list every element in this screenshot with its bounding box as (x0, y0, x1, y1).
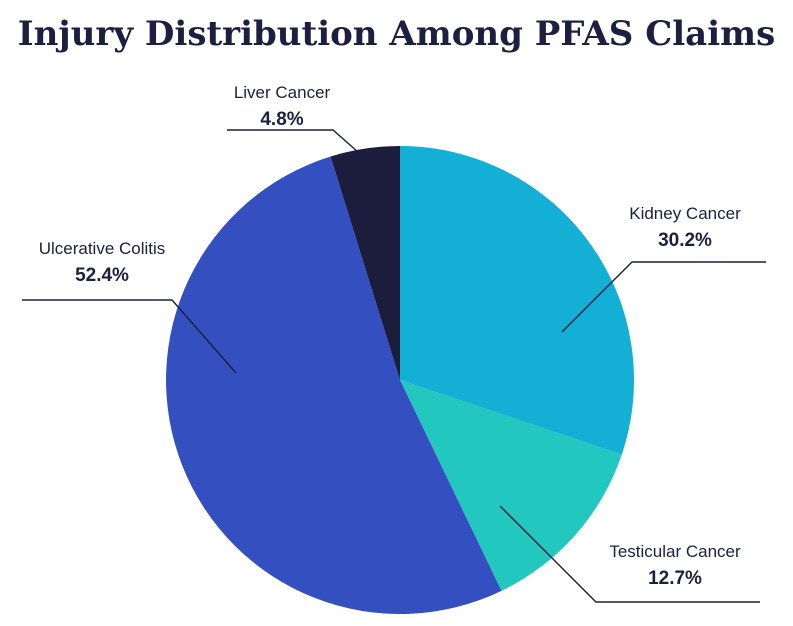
leader-line-ulcerative-colitis (22, 299, 237, 374)
slice-label-value: 30.2% (658, 230, 712, 251)
slice-label-value: 4.8% (260, 109, 303, 130)
leader-line-testicular-cancer (499, 505, 760, 603)
pie-slice-ulcerative-colitis (166, 156, 502, 614)
slice-label-name: Testicular Cancer (609, 542, 741, 561)
slice-label-value: 12.7% (648, 568, 702, 589)
slice-labels: Kidney Cancer 30.2% Testicular Cancer 12.7%… (39, 83, 741, 589)
slice-label-name: Liver Cancer (234, 83, 331, 102)
leader-lines (22, 129, 766, 603)
pie-slices (166, 146, 634, 614)
chart-title: Injury Distribution Among PFAS Claims (17, 14, 776, 54)
slice-label-value: 52.4% (75, 265, 129, 286)
pie-slice-kidney-cancer (400, 146, 634, 455)
leader-line-kidney-cancer (561, 261, 766, 333)
pie-slice-testicular-cancer (400, 380, 622, 591)
slice-label-name: Ulcerative Colitis (39, 239, 166, 258)
leader-line-liver-cancer (227, 129, 359, 153)
slice-label-name: Kidney Cancer (629, 204, 741, 223)
pie-slice-liver-cancer (330, 146, 400, 380)
